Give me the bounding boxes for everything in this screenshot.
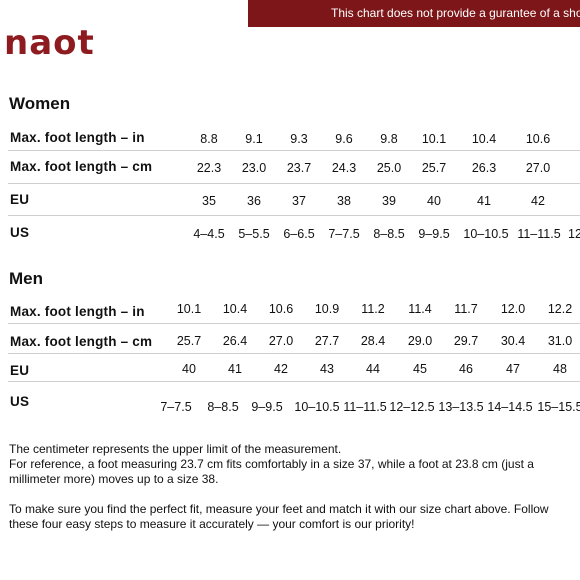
size-cell: 10.1 (176, 302, 202, 316)
size-cell: 44 (366, 362, 380, 376)
size-cell: 7–7.5 (160, 400, 192, 414)
size-cell: 36 (247, 194, 261, 208)
size-cell: 10.4 (471, 132, 497, 146)
women-row-cm: Max. foot length – cm 22.3 23.0 23.7 24.3 25.… (8, 153, 580, 185)
size-cell: 13–13.5 (438, 400, 484, 414)
size-cell: 48 (553, 362, 567, 376)
size-cell: 39 (382, 194, 396, 208)
size-cell: 10–10.5 (294, 400, 340, 414)
size-cell: 27.0 (268, 334, 294, 348)
size-cell: 23.0 (241, 161, 267, 175)
size-cell: 41 (228, 362, 242, 376)
men-row-eu: EU 40 41 42 43 44 45 46 47 48 (8, 357, 580, 389)
size-cell: 43 (320, 362, 334, 376)
men-row-in: Max. foot length – in 10.1 10.4 10.6 10.9 11.… (8, 298, 580, 330)
size-cell: 45 (413, 362, 427, 376)
size-cell: 29.7 (453, 334, 479, 348)
women-row-eu: EU 35 36 37 38 39 40 41 42 (8, 186, 580, 218)
note-measuring-tips: To make sure you find the perfect fit, m… (9, 502, 549, 531)
disclaimer-banner: This chart does not provide a gurantee o… (248, 0, 580, 27)
women-section-title: Women (9, 94, 71, 113)
size-cell: 9.6 (335, 132, 353, 146)
row-divider (8, 353, 580, 354)
size-cell: 25.0 (376, 161, 402, 175)
row-divider (8, 150, 580, 151)
size-cell: 9–9.5 (418, 227, 450, 241)
size-cell: 8–8.5 (207, 400, 239, 414)
size-cell: 9.1 (245, 132, 263, 146)
size-cell: 8.8 (200, 132, 218, 146)
size-cell: 42 (531, 194, 545, 208)
size-cell: 12.2 (547, 302, 573, 316)
size-cell: 41 (477, 194, 491, 208)
size-cell: 15–15.5 (537, 400, 580, 414)
note-measurement-limit: The centimeter represents the upper limi… (9, 442, 342, 456)
size-cell: 31.0 (547, 334, 573, 348)
size-cell: 10.9 (314, 302, 340, 316)
row-label: Max. foot length – cm (10, 334, 153, 349)
row-divider (8, 381, 580, 382)
row-label: US (10, 225, 30, 240)
row-label: EU (10, 363, 30, 378)
size-cell: 5–5.5 (238, 227, 270, 241)
women-row-in: Max. foot length – in 8.8 9.1 9.3 9.6 9.8 10.1… (8, 124, 580, 156)
row-divider (8, 215, 580, 216)
size-cell: 7–7.5 (328, 227, 360, 241)
size-cell: 4–4.5 (193, 227, 225, 241)
size-cell: 27.7 (314, 334, 340, 348)
size-cell: 12–12.5 (389, 400, 435, 414)
size-cell: 11.7 (454, 302, 478, 316)
size-cell: 30.4 (500, 334, 526, 348)
size-cell: 42 (274, 362, 288, 376)
size-cell: 10.6 (525, 132, 551, 146)
size-cell: 40 (427, 194, 441, 208)
size-cell: 9–9.5 (251, 400, 283, 414)
size-cell: 25.7 (421, 161, 447, 175)
size-cell: 26.4 (222, 334, 248, 348)
note-reference-example: For reference, a foot measuring 23.7 cm … (9, 457, 534, 486)
size-cell: 10.4 (222, 302, 248, 316)
row-label: Max. foot length – cm (10, 159, 153, 174)
men-row-cm: Max. foot length – cm 25.7 26.4 27.0 27.7 28.… (8, 328, 580, 360)
size-cell: 24.3 (331, 161, 357, 175)
size-cell: 12.0 (500, 302, 526, 316)
row-label: Max. foot length – in (10, 304, 145, 319)
size-cell: 10.1 (421, 132, 447, 146)
brand-logo: naot (4, 23, 95, 63)
row-label: Max. foot length – in (10, 130, 145, 145)
size-cell: 28.4 (360, 334, 386, 348)
size-cell: 35 (202, 194, 216, 208)
size-cell: 6–6.5 (283, 227, 315, 241)
men-section-title: Men (9, 269, 43, 288)
size-cell: 26.3 (471, 161, 497, 175)
women-row-us: US 4–4.5 5–5.5 6–6.5 7–7.5 8–8.5 9–9.5 10–10.5 1… (8, 219, 580, 251)
size-cell: 38 (337, 194, 351, 208)
size-cell: 46 (459, 362, 473, 376)
row-divider (8, 183, 580, 184)
size-cell: 10–10.5 (463, 227, 509, 241)
size-cell: 11.2 (361, 302, 385, 316)
size-cell: 27.0 (525, 161, 551, 175)
size-cell: 11.4 (408, 302, 432, 316)
size-cell: 23.7 (286, 161, 312, 175)
size-cell: 10.6 (268, 302, 294, 316)
row-label: EU (10, 192, 30, 207)
size-cell: 40 (182, 362, 196, 376)
size-cell: 9.8 (380, 132, 398, 146)
size-cell: 11–11.5 (517, 227, 561, 241)
row-label: US (10, 394, 30, 409)
size-cell: 29.0 (407, 334, 433, 348)
size-cell: 14–14.5 (487, 400, 533, 414)
size-cell: 47 (506, 362, 520, 376)
size-cell: 22.3 (196, 161, 222, 175)
row-divider (8, 323, 580, 324)
size-cell: 8–8.5 (373, 227, 405, 241)
size-cell: 12 (568, 227, 580, 241)
size-cell: 25.7 (176, 334, 202, 348)
size-cell: 9.3 (290, 132, 308, 146)
men-row-us: US 7–7.5 8–8.5 9–9.5 10–10.5 11–11.5 12–12.5 13… (8, 388, 580, 420)
size-cell: 37 (292, 194, 306, 208)
size-cell: 11–11.5 (343, 400, 387, 414)
